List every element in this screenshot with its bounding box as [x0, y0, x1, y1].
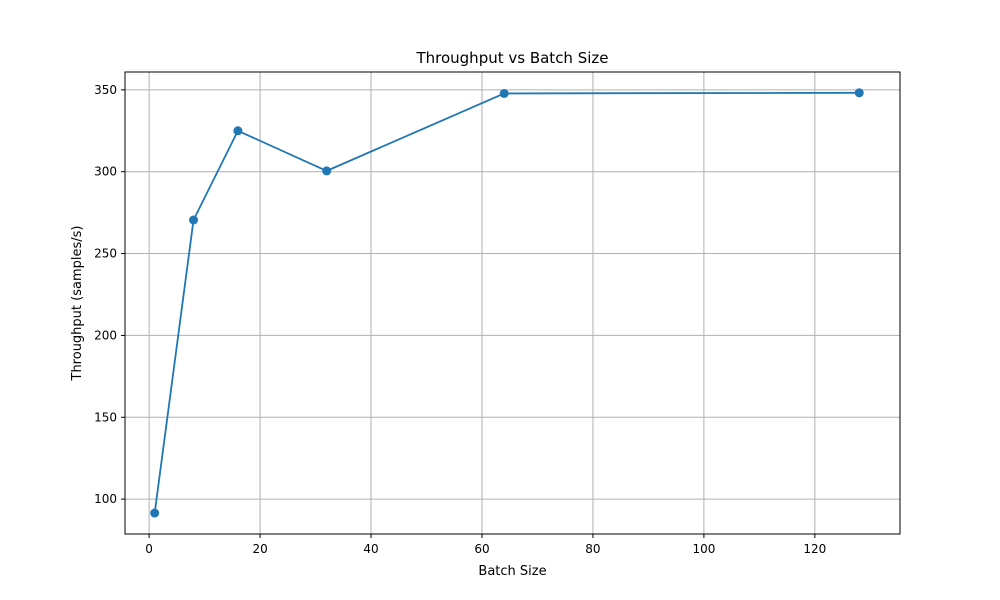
x-tick-label: 80 [585, 542, 600, 556]
data-point [150, 508, 160, 518]
plot-area-frame [124, 71, 901, 535]
y-tick-label: 350 [94, 83, 117, 97]
data-point [854, 88, 864, 98]
data-point [499, 88, 509, 98]
chart-title: Throughput vs Batch Size [415, 49, 608, 67]
data-point [322, 166, 332, 176]
series-line [153, 91, 860, 514]
x-axis-label: Batch Size [478, 564, 546, 579]
x-tick-label: 40 [363, 542, 378, 556]
data-point [189, 215, 199, 225]
y-axis-label: Throughput (samples/s) [70, 226, 85, 382]
x-tick-label: 20 [252, 542, 267, 556]
y-tick-label: 200 [94, 328, 117, 342]
y-tick-label: 150 [94, 410, 117, 424]
x-tick-label: 0 [145, 542, 153, 556]
data-point [233, 126, 243, 136]
series-layer [150, 88, 864, 518]
y-tick-label: 250 [94, 247, 117, 261]
ticks: 0 20 40 60 80 100 120 100 150 200 250 300 350 [94, 83, 826, 556]
x-tick-label: 100 [692, 542, 715, 556]
y-tick-label: 100 [94, 492, 117, 506]
grid [125, 72, 900, 534]
x-tick-label: 120 [803, 542, 826, 556]
x-tick-label: 60 [474, 542, 489, 556]
y-tick-label: 300 [94, 165, 117, 179]
